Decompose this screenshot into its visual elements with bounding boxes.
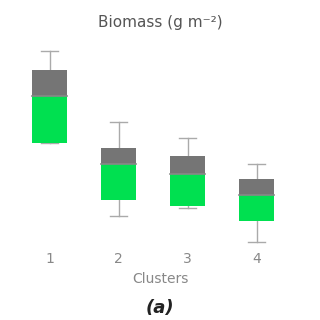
Bar bbox=[32, 69, 67, 122]
Bar bbox=[101, 148, 136, 185]
Text: (a): (a) bbox=[146, 299, 174, 317]
Bar bbox=[239, 180, 274, 211]
X-axis label: Clusters: Clusters bbox=[132, 272, 188, 286]
Title: Biomass (g m⁻²): Biomass (g m⁻²) bbox=[98, 15, 222, 30]
Bar bbox=[239, 195, 274, 221]
Bar bbox=[170, 156, 205, 195]
Bar bbox=[32, 96, 67, 143]
Bar bbox=[170, 174, 205, 205]
Bar bbox=[101, 164, 136, 200]
